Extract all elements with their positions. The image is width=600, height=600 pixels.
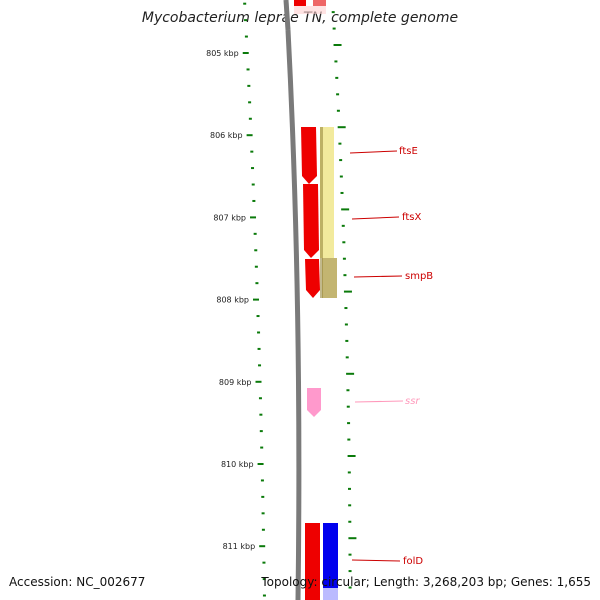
gene-ssr-arrow bbox=[307, 388, 321, 417]
accession-label: Accession: NC_002677 bbox=[9, 575, 146, 589]
folD-leader bbox=[351, 559, 401, 562]
smpB-leader bbox=[353, 275, 403, 278]
gene-label-ftsE: ftsE bbox=[399, 146, 418, 157]
scale-label: 805 kbp bbox=[206, 49, 239, 58]
gene-ftsE-shadow bbox=[320, 127, 334, 258]
right-tick-ring bbox=[331, 11, 357, 589]
scale-label: 809 kbp bbox=[219, 378, 252, 387]
left-tick-ring bbox=[242, 2, 266, 597]
genome-backbone bbox=[285, 29, 302, 600]
ssr-leader bbox=[354, 400, 404, 403]
map-title: Mycobacterium leprae TN, complete genome bbox=[141, 10, 459, 26]
scale-label: 808 kbp bbox=[216, 296, 249, 305]
scale-label: 810 kbp bbox=[221, 460, 254, 469]
gene-smpB-arrow bbox=[305, 259, 320, 298]
gene-smpB-shadow bbox=[322, 258, 337, 298]
gene-folD-blue-shadow bbox=[323, 588, 338, 600]
ftsE-leader bbox=[349, 150, 398, 154]
gene-label-ftsX: ftsX bbox=[402, 212, 421, 223]
genome-backbone-top bbox=[283, 0, 291, 31]
gene-top-2 bbox=[313, 0, 326, 6]
scale-label: 811 kbp bbox=[223, 542, 256, 551]
gene-shadow-edge bbox=[320, 127, 323, 298]
gene-ftsX-arrow bbox=[303, 184, 319, 258]
gene-folD-red bbox=[305, 523, 320, 600]
gene-label-ssr: ssr bbox=[405, 396, 420, 407]
gene-label-folD: folD bbox=[403, 556, 423, 567]
gene-top-1 bbox=[294, 0, 306, 6]
topology-label: Topology: circular; Length: 3,268,203 bp… bbox=[261, 575, 591, 589]
gene-top-shadow bbox=[294, 6, 326, 14]
gene-folD-blue bbox=[323, 523, 338, 588]
scale-labels: 805 kbp 806 kbp 807 kbp 808 kbp 809 kbp 810 k… bbox=[206, 49, 255, 551]
scale-label: 806 kbp bbox=[210, 131, 243, 140]
ftsX-leader bbox=[351, 216, 400, 220]
gene-ftsE-arrow bbox=[301, 127, 317, 184]
scale-label: 807 kbp bbox=[213, 213, 246, 222]
gene-label-smpB: smpB bbox=[405, 271, 433, 282]
